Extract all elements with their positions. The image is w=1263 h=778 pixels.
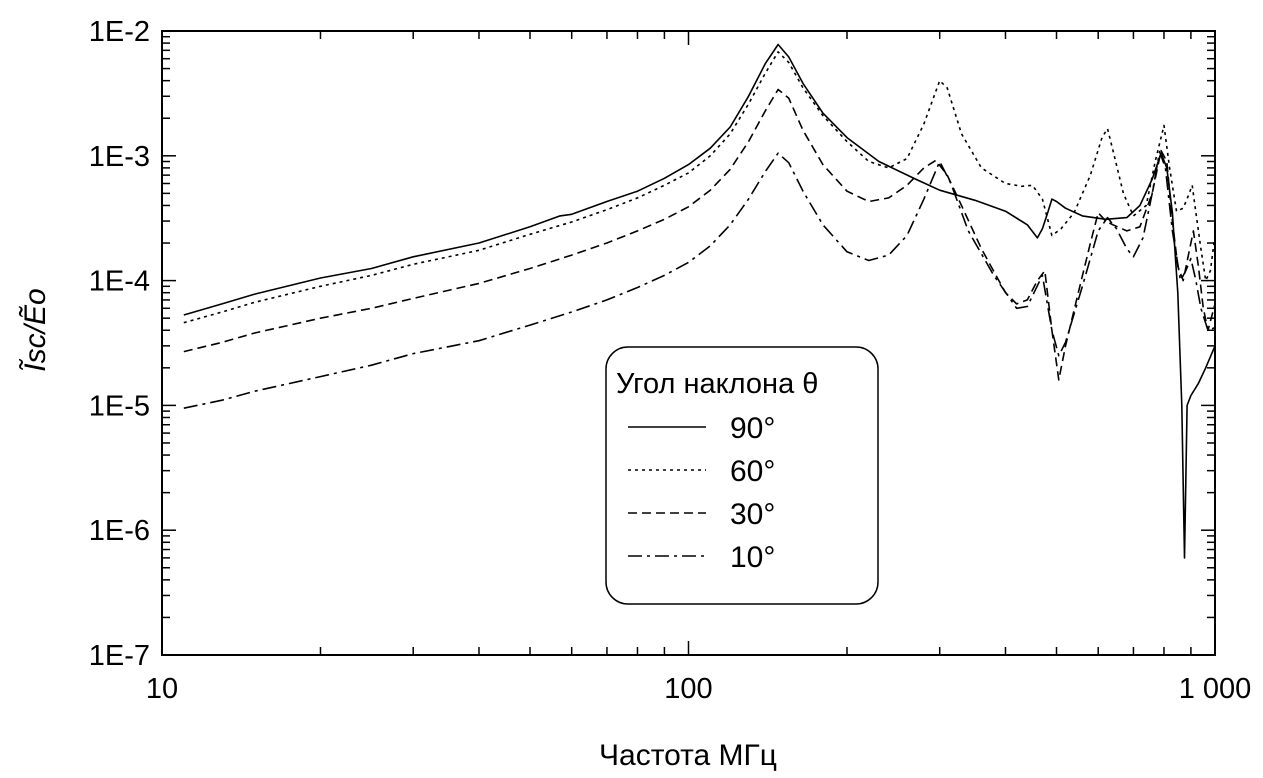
legend-title: Угол наклона θ — [616, 368, 818, 400]
x-tick-label: 10 — [146, 673, 178, 705]
y-tick-label: 1E-2 — [89, 16, 150, 48]
x-tick-label: 100 — [664, 673, 712, 705]
y-axis-title: Ĩsc/Ẽo — [18, 288, 52, 371]
series-line — [183, 88, 1215, 381]
x-tick-label: 1 000 — [1179, 673, 1252, 705]
series-line — [183, 150, 1215, 409]
legend-label: 90° — [730, 412, 775, 445]
legend-label: 10° — [730, 541, 775, 574]
axis-ticks — [161, 31, 1215, 656]
legend-box — [605, 346, 879, 605]
legend: Угол наклона θ 90° 60° 30° 10° — [605, 346, 879, 605]
y-tick-label: 1E-7 — [89, 640, 150, 672]
y-tick-label: 1E-3 — [89, 141, 150, 173]
series-lines — [183, 43, 1215, 559]
x-axis-title: Частота МГц — [599, 739, 777, 772]
legend-label: 30° — [730, 498, 775, 531]
y-tick-label: 1E-6 — [89, 515, 150, 547]
y-tick-label: 1E-4 — [89, 266, 150, 298]
y-tick-label: 1E-5 — [89, 390, 150, 422]
legend-label: 60° — [730, 455, 775, 488]
axis-tick-labels: 10 100 1 000 1E-7 1E-6 1E-5 1E-4 1E-3 1E-2 — [89, 16, 1252, 705]
series-line — [183, 51, 1215, 324]
